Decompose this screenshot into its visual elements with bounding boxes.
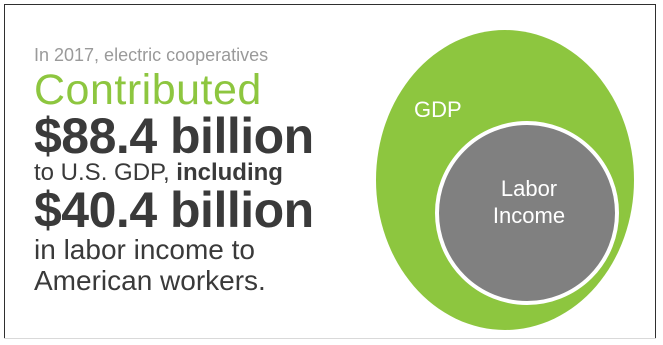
headline-contributed: Contributed xyxy=(34,66,262,114)
bottom-divider xyxy=(4,338,656,339)
intro-text: In 2017, electric cooperatives xyxy=(34,45,269,65)
gdp-line-prefix: to U.S. GDP, xyxy=(34,159,177,186)
tail-line-1: in labor income to xyxy=(34,234,256,265)
gdp-amount: $88.4 billion xyxy=(34,108,314,164)
labor-amount: $40.4 billion xyxy=(34,182,314,238)
gdp-line-emphasis: including xyxy=(176,159,283,186)
tail-line-2: American workers. xyxy=(34,265,266,296)
infographic-frame xyxy=(4,4,656,338)
gdp-labor-income-diagram: GDP Labor Income xyxy=(376,30,634,330)
gdp-line: to U.S. GDP, including xyxy=(34,160,354,186)
labor-label-line-1: Labor xyxy=(501,176,557,201)
labor-label-line-2: Income xyxy=(493,203,565,228)
labor-income-circle xyxy=(435,121,619,305)
statistics-text-block: In 2017, electric cooperatives Contribut… xyxy=(34,44,354,296)
gdp-label: GDP xyxy=(414,97,462,122)
